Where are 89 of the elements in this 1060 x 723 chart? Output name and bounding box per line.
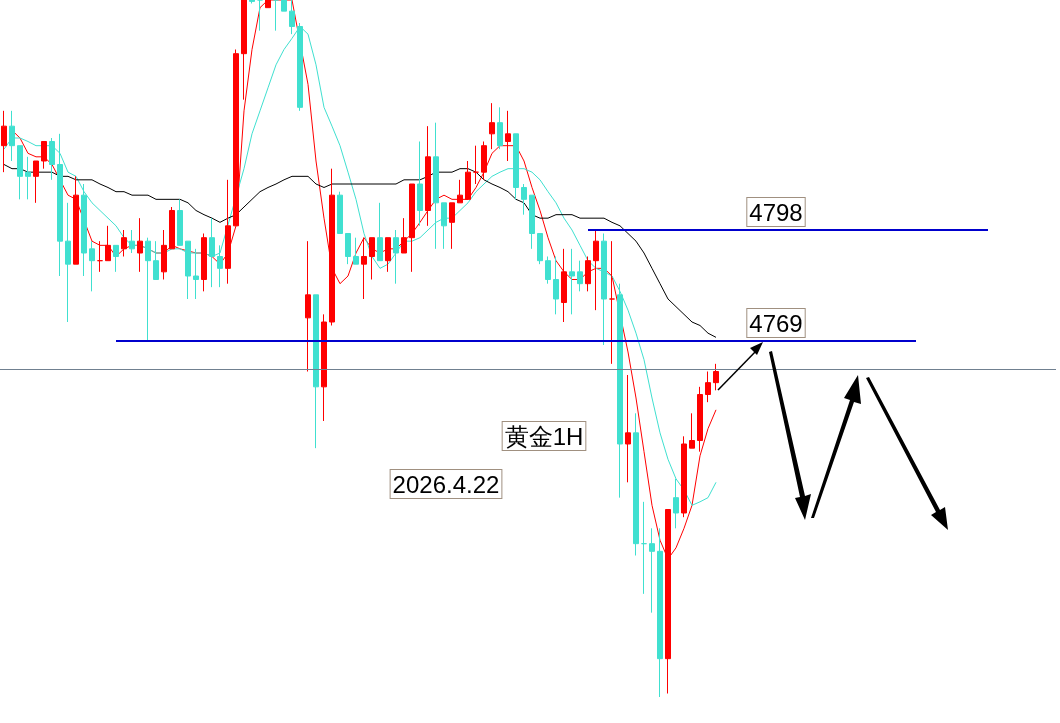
- candlestick: [513, 133, 519, 200]
- candlestick: [305, 240, 311, 372]
- candlestick: [345, 233, 351, 265]
- candlestick: [465, 160, 471, 200]
- candlestick: [585, 256, 591, 292]
- candlestick: [449, 202, 455, 250]
- candlestick: [401, 217, 407, 254]
- candlestick: [561, 248, 567, 323]
- candlestick: [529, 194, 535, 250]
- candlestick: [137, 217, 143, 273]
- candlestick: [593, 229, 599, 311]
- candlestick: [249, 0, 255, 4]
- candlestick: [313, 294, 319, 449]
- candlestick: [409, 183, 415, 273]
- candlestick: [233, 48, 239, 227]
- candlestick: [25, 156, 31, 200]
- candlestick: [273, 0, 279, 32]
- candlestick: [361, 237, 367, 300]
- candlestick: [609, 240, 615, 365]
- candlestick: [185, 240, 191, 300]
- candlestick: [201, 233, 207, 292]
- candlestick: [281, 0, 287, 12]
- candlestick: [145, 237, 151, 342]
- candlestick: [521, 183, 527, 216]
- candlestick: [681, 435, 687, 518]
- candlestick: [657, 527, 663, 698]
- candlestick: [537, 233, 543, 265]
- candlestick: [553, 256, 559, 315]
- candlestick: [57, 133, 63, 277]
- candlestick: [617, 283, 623, 499]
- candlestick: [425, 125, 431, 227]
- candlestick: [689, 412, 695, 449]
- candlestick: [705, 371, 711, 403]
- candlestick: [489, 102, 495, 150]
- candlestick: [497, 106, 503, 150]
- candlestick: [177, 198, 183, 246]
- candlestick: [457, 179, 463, 204]
- candlestick: [65, 202, 71, 323]
- candlestick: [33, 160, 39, 204]
- candlestick: [193, 248, 199, 300]
- text: 4798: [749, 198, 803, 226]
- candlestick: [217, 244, 223, 288]
- candlestick: [49, 137, 55, 181]
- candlestick: [697, 386, 703, 453]
- candlestick: [105, 225, 111, 262]
- candlestick: [633, 412, 639, 557]
- candlestick: [369, 237, 375, 280]
- candlestick: [625, 374, 631, 483]
- candlestick: [153, 240, 159, 280]
- candlestick: [161, 229, 167, 280]
- candlestick: [473, 145, 479, 185]
- candlestick: [169, 206, 175, 250]
- candlestick: [577, 260, 583, 292]
- candlestick: [713, 363, 719, 391]
- candlestick: [9, 110, 15, 162]
- text: 4769: [749, 309, 803, 337]
- candlestick: [433, 122, 439, 250]
- candlestick: [89, 240, 95, 292]
- candlestick: [417, 140, 423, 227]
- candlestick: [441, 202, 447, 250]
- candlestick: [209, 217, 215, 288]
- candlestick: [393, 229, 399, 285]
- candlestick: [545, 256, 551, 285]
- candlestick: [17, 145, 23, 200]
- candlestick: [569, 248, 575, 315]
- candlestick: [353, 237, 359, 265]
- candlestick: [257, 0, 263, 32]
- candlestick: [377, 202, 383, 262]
- candlestick: [129, 229, 135, 254]
- candlestick: [329, 168, 335, 326]
- candlestick: [601, 233, 607, 346]
- candlestick: [1, 110, 7, 173]
- candlestick: [641, 501, 647, 595]
- candlestick: [41, 140, 47, 170]
- candlestick: [649, 527, 655, 614]
- candlestick: [73, 175, 79, 265]
- candlestick: [385, 237, 391, 273]
- annotation: 黄金1H: [504, 422, 584, 450]
- candlestick: [121, 229, 127, 257]
- candlestick: [97, 240, 103, 273]
- candlestick: [505, 110, 511, 162]
- candlestick: [321, 313, 327, 422]
- candlestick: [113, 244, 119, 273]
- annotation: 2026.4.22: [392, 470, 500, 498]
- candlestick: [225, 179, 231, 285]
- candlestick: [481, 140, 487, 181]
- candlestick: [81, 183, 87, 277]
- candlestick: [337, 191, 343, 234]
- candlestick: [289, 0, 295, 35]
